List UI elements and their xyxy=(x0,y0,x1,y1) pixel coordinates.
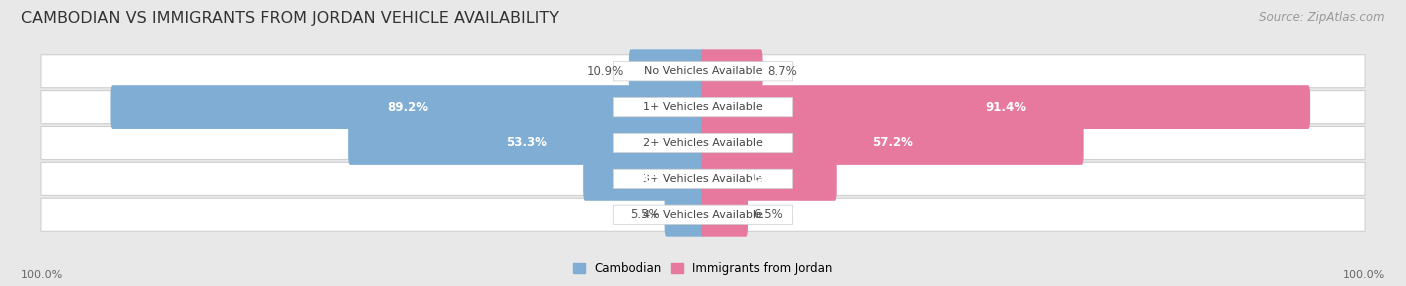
Text: 100.0%: 100.0% xyxy=(21,270,63,280)
Text: 10.9%: 10.9% xyxy=(586,65,624,78)
Text: 1+ Vehicles Available: 1+ Vehicles Available xyxy=(643,102,763,112)
FancyBboxPatch shape xyxy=(665,193,704,237)
Legend: Cambodian, Immigrants from Jordan: Cambodian, Immigrants from Jordan xyxy=(568,258,838,280)
FancyBboxPatch shape xyxy=(41,126,1365,160)
Text: 100.0%: 100.0% xyxy=(1343,270,1385,280)
Text: 5.5%: 5.5% xyxy=(630,208,659,221)
FancyBboxPatch shape xyxy=(613,169,793,188)
FancyBboxPatch shape xyxy=(613,61,793,81)
FancyBboxPatch shape xyxy=(613,205,793,225)
Text: 3+ Vehicles Available: 3+ Vehicles Available xyxy=(643,174,763,184)
FancyBboxPatch shape xyxy=(41,162,1365,195)
Text: 89.2%: 89.2% xyxy=(387,101,429,114)
Text: 19.9%: 19.9% xyxy=(748,172,789,185)
Text: 4+ Vehicles Available: 4+ Vehicles Available xyxy=(643,210,763,220)
FancyBboxPatch shape xyxy=(702,193,748,237)
FancyBboxPatch shape xyxy=(41,91,1365,124)
Text: 91.4%: 91.4% xyxy=(986,101,1026,114)
Text: 8.7%: 8.7% xyxy=(768,65,797,78)
FancyBboxPatch shape xyxy=(111,85,704,129)
Text: 57.2%: 57.2% xyxy=(872,136,912,150)
FancyBboxPatch shape xyxy=(702,85,1310,129)
Text: 53.3%: 53.3% xyxy=(506,136,547,150)
FancyBboxPatch shape xyxy=(41,55,1365,88)
FancyBboxPatch shape xyxy=(613,133,793,153)
Text: Source: ZipAtlas.com: Source: ZipAtlas.com xyxy=(1260,11,1385,24)
FancyBboxPatch shape xyxy=(349,121,704,165)
Text: 6.5%: 6.5% xyxy=(752,208,782,221)
Text: 17.8%: 17.8% xyxy=(624,172,665,185)
Text: 2+ Vehicles Available: 2+ Vehicles Available xyxy=(643,138,763,148)
FancyBboxPatch shape xyxy=(702,121,1084,165)
FancyBboxPatch shape xyxy=(41,198,1365,231)
FancyBboxPatch shape xyxy=(628,49,704,93)
FancyBboxPatch shape xyxy=(613,98,793,117)
Text: CAMBODIAN VS IMMIGRANTS FROM JORDAN VEHICLE AVAILABILITY: CAMBODIAN VS IMMIGRANTS FROM JORDAN VEHI… xyxy=(21,11,560,26)
FancyBboxPatch shape xyxy=(702,157,837,201)
FancyBboxPatch shape xyxy=(583,157,704,201)
Text: No Vehicles Available: No Vehicles Available xyxy=(644,66,762,76)
FancyBboxPatch shape xyxy=(702,49,762,93)
